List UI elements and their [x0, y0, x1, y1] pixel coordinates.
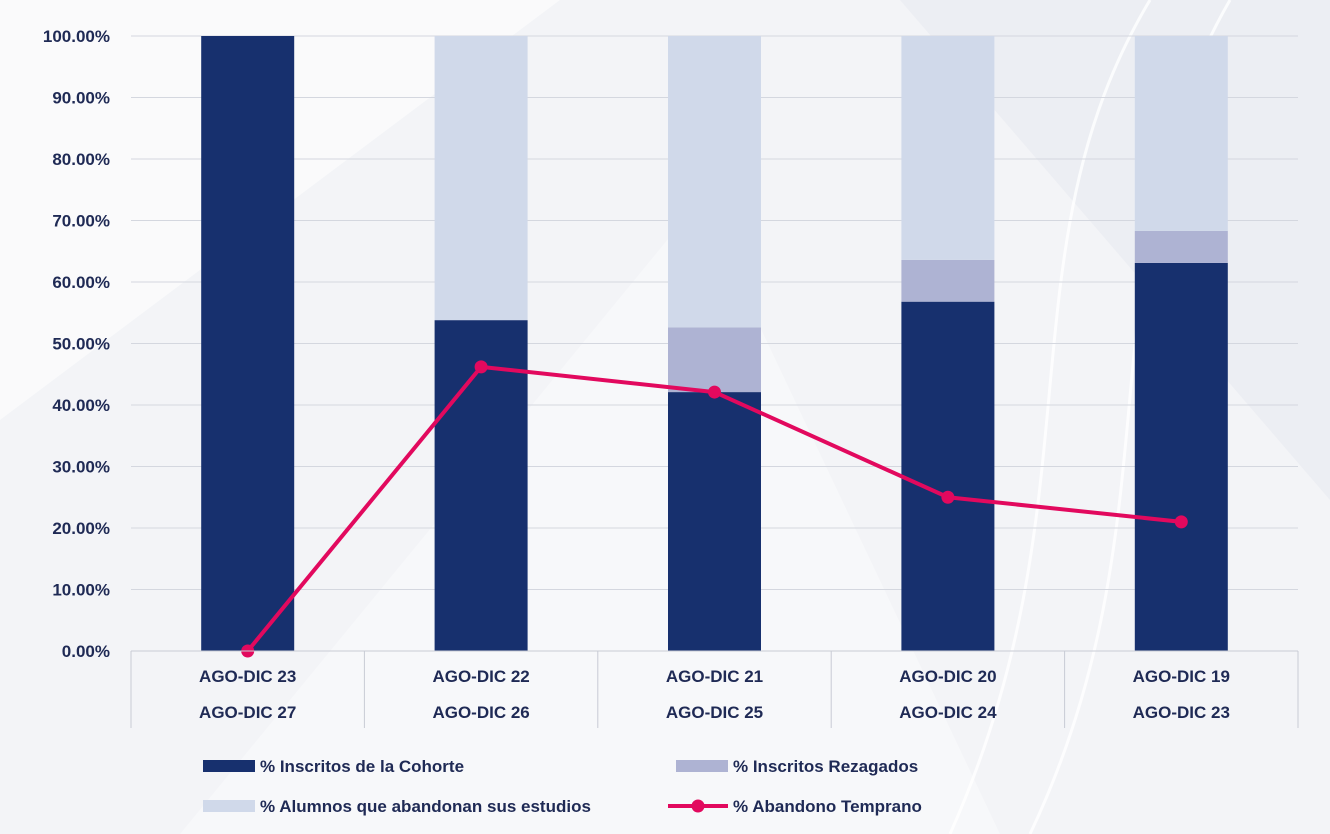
- x-tick-label: AGO-DIC 22: [432, 667, 529, 686]
- abandono-line: [241, 360, 1188, 658]
- legend-label: % Inscritos Rezagados: [733, 757, 918, 776]
- y-tick-label: 100.00%: [43, 27, 110, 46]
- line-point: [941, 490, 955, 504]
- legend: % Inscritos de la Cohorte % Inscritos Rez…: [203, 757, 922, 816]
- bar-segment-series-0: [201, 36, 295, 651]
- bar-segment-series-1: [668, 327, 761, 393]
- bars: [201, 36, 1228, 651]
- bar-segment-series-1: [901, 259, 995, 302]
- legend-swatch: [203, 800, 255, 812]
- x-tick-label: AGO-DIC 20: [899, 667, 996, 686]
- y-tick-label: 90.00%: [52, 89, 110, 108]
- y-tick-label: 60.00%: [52, 273, 110, 292]
- y-tick-label: 20.00%: [52, 519, 110, 538]
- bar-segment-series-2: [901, 36, 995, 260]
- y-tick-label: 0.00%: [62, 642, 110, 661]
- legend-label: % Alumnos que abandonan sus estudios: [260, 797, 591, 816]
- line-point: [708, 385, 721, 399]
- line-point: [1174, 515, 1188, 529]
- y-tick-label: 10.00%: [52, 581, 110, 600]
- bar-segment-series-0: [1134, 262, 1228, 651]
- x-tick-label: AGO-DIC 23: [199, 667, 296, 686]
- y-axis: 0.00% 10.00% 20.00% 30.00% 40.00% 50.00% 60.00…: [43, 27, 110, 661]
- bar-segment-series-0: [901, 301, 995, 651]
- bar-segment-series-0: [434, 320, 528, 651]
- legend-label: % Inscritos de la Cohorte: [260, 757, 464, 776]
- y-tick-label: 40.00%: [52, 396, 110, 415]
- line-point: [474, 360, 488, 374]
- legend-swatch: [676, 760, 728, 772]
- y-tick-label: 50.00%: [52, 335, 110, 354]
- x-tick-label: AGO-DIC 24: [899, 703, 997, 722]
- bar-segment-series-2: [434, 36, 528, 321]
- legend-marker: [691, 799, 705, 813]
- x-tick-label: AGO-DIC 25: [666, 703, 763, 722]
- bar-segment-series-1: [1134, 230, 1228, 263]
- bar-segment-series-2: [668, 36, 761, 328]
- bar-segment-series-0: [668, 392, 761, 651]
- y-tick-label: 80.00%: [52, 150, 110, 169]
- bar-segment-series-2: [1134, 36, 1228, 231]
- x-tick-label: AGO-DIC 21: [666, 667, 763, 686]
- x-tick-label: AGO-DIC 23: [1133, 703, 1230, 722]
- x-tick-label: AGO-DIC 26: [432, 703, 529, 722]
- y-tick-label: 70.00%: [52, 212, 110, 231]
- x-axis: AGO-DIC 23 AGO-DIC 27 AGO-DIC 22 AGO-DIC 26…: [130, 650, 1299, 728]
- x-tick-label: AGO-DIC 19: [1133, 667, 1230, 686]
- y-tick-label: 30.00%: [52, 458, 110, 477]
- legend-swatch: [203, 760, 255, 772]
- legend-label: % Abandono Temprano: [733, 797, 922, 816]
- x-tick-label: AGO-DIC 27: [199, 703, 296, 722]
